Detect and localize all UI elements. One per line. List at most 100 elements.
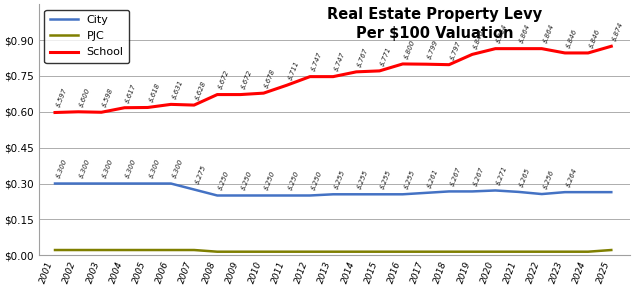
Text: $.628: $.628 — [194, 80, 207, 101]
School — [353, 70, 360, 74]
City — [98, 182, 105, 185]
Text: $.678: $.678 — [264, 68, 277, 89]
Text: $.771: $.771 — [380, 46, 392, 67]
Text: $.255: $.255 — [403, 169, 416, 190]
School — [585, 51, 592, 55]
PJC — [353, 250, 360, 253]
Text: $.598: $.598 — [101, 87, 115, 108]
City — [561, 190, 569, 194]
Text: $.250: $.250 — [264, 170, 277, 191]
School — [120, 106, 128, 110]
PJC — [538, 250, 546, 253]
Text: $.711: $.711 — [287, 60, 300, 81]
PJC — [306, 250, 314, 253]
Text: $.597: $.597 — [55, 87, 68, 108]
Text: $.300: $.300 — [78, 158, 91, 179]
Text: $.799: $.799 — [426, 39, 439, 60]
Text: $.250: $.250 — [217, 170, 231, 191]
PJC — [445, 250, 453, 253]
Line: City: City — [55, 184, 611, 195]
PJC — [422, 250, 430, 253]
City — [399, 192, 406, 196]
Text: $.255: $.255 — [380, 169, 392, 190]
School — [515, 47, 522, 50]
Text: $.255: $.255 — [333, 169, 346, 190]
PJC — [561, 250, 569, 253]
Text: $.250: $.250 — [240, 170, 254, 191]
Text: $.846: $.846 — [565, 28, 578, 49]
PJC — [585, 250, 592, 253]
City — [515, 190, 522, 194]
School — [98, 110, 105, 114]
PJC — [98, 248, 105, 252]
PJC — [190, 248, 198, 252]
Legend: City, PJC, School: City, PJC, School — [44, 10, 129, 63]
Text: $.672: $.672 — [217, 69, 231, 90]
City — [585, 190, 592, 194]
City — [329, 192, 337, 196]
City — [445, 190, 453, 193]
Text: $.271: $.271 — [495, 165, 508, 186]
School — [144, 106, 152, 109]
PJC — [74, 248, 82, 252]
School — [51, 111, 59, 114]
Text: $.767: $.767 — [356, 47, 370, 68]
City — [353, 192, 360, 196]
Text: $.618: $.618 — [148, 82, 161, 103]
Text: $.840: $.840 — [472, 29, 486, 50]
Text: $.797: $.797 — [449, 40, 462, 60]
PJC — [491, 250, 499, 253]
Text: $.250: $.250 — [287, 170, 300, 191]
Text: $.617: $.617 — [124, 82, 138, 103]
Text: $.261: $.261 — [426, 168, 439, 189]
School — [399, 62, 406, 66]
City — [376, 192, 384, 196]
City — [167, 182, 175, 185]
Line: School: School — [55, 46, 611, 112]
City — [51, 182, 59, 185]
School — [538, 47, 546, 50]
City — [491, 189, 499, 192]
School — [491, 47, 499, 50]
Text: $.267: $.267 — [449, 166, 462, 187]
City — [306, 194, 314, 197]
Text: $.874: $.874 — [611, 21, 624, 42]
Text: $.275: $.275 — [194, 164, 207, 185]
Text: $.300: $.300 — [55, 158, 68, 179]
City — [422, 191, 430, 194]
PJC — [399, 250, 406, 253]
School — [445, 63, 453, 66]
City — [538, 192, 546, 196]
School — [260, 91, 268, 95]
PJC — [283, 250, 290, 253]
Text: $.267: $.267 — [472, 166, 486, 187]
Text: Real Estate Property Levy
Per $100 Valuation: Real Estate Property Levy Per $100 Valua… — [327, 7, 542, 41]
Text: $.864: $.864 — [519, 23, 532, 45]
City — [144, 182, 152, 185]
PJC — [515, 250, 522, 253]
PJC — [120, 248, 128, 252]
City — [283, 194, 290, 197]
Text: $.747: $.747 — [333, 51, 346, 73]
School — [236, 93, 244, 96]
PJC — [51, 248, 59, 252]
School — [167, 103, 175, 106]
School — [422, 62, 430, 66]
PJC — [236, 250, 244, 253]
Text: $.264: $.264 — [565, 167, 578, 188]
Text: $.846: $.846 — [588, 28, 601, 49]
PJC — [376, 250, 384, 253]
Text: $.255: $.255 — [356, 169, 370, 190]
School — [561, 51, 569, 55]
Text: $.256: $.256 — [542, 169, 555, 190]
City — [469, 190, 476, 193]
School — [376, 69, 384, 73]
School — [74, 110, 82, 114]
PJC — [607, 248, 615, 252]
City — [74, 182, 82, 185]
School — [329, 75, 337, 78]
School — [283, 84, 290, 87]
Text: $.300: $.300 — [148, 158, 161, 179]
PJC — [214, 250, 221, 253]
PJC — [260, 250, 268, 253]
